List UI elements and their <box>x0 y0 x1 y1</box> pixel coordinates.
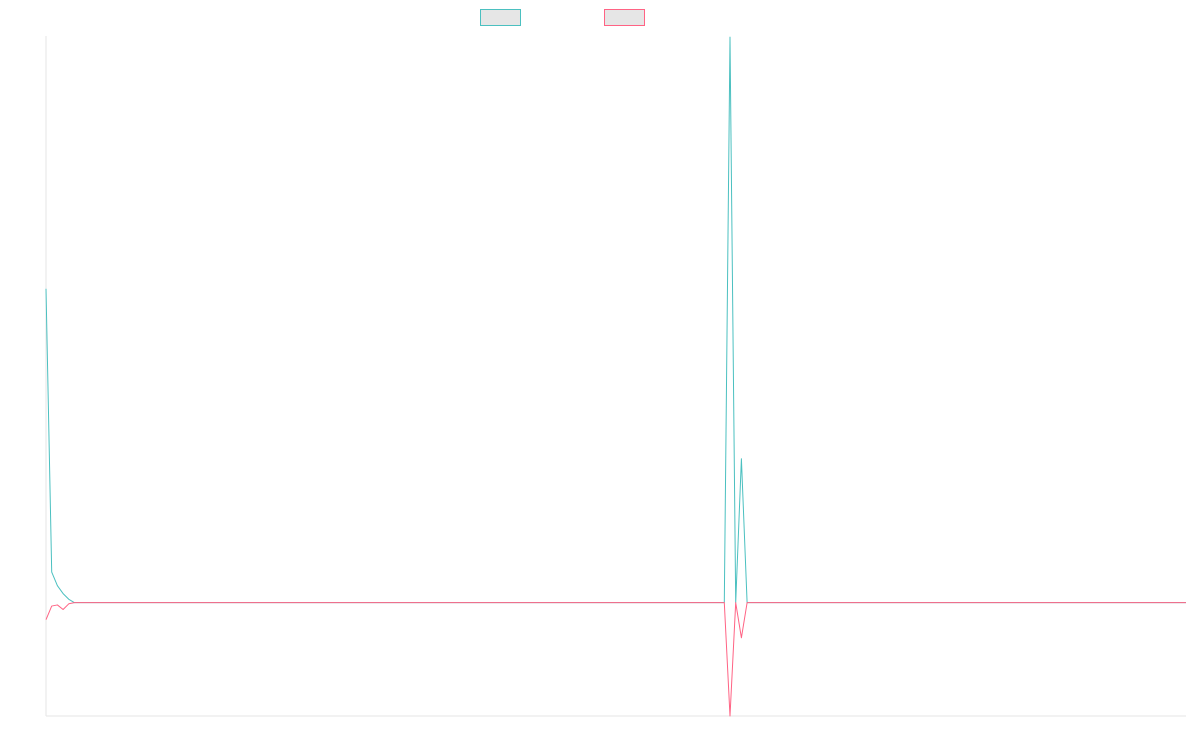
plot-area <box>45 36 1186 717</box>
legend-swatch-1 <box>480 9 521 26</box>
series-line-1 <box>45 36 1186 604</box>
legend-swatch-2 <box>604 9 645 26</box>
legend <box>480 9 645 26</box>
axes <box>45 36 1186 717</box>
series-line-2 <box>45 602 1186 717</box>
